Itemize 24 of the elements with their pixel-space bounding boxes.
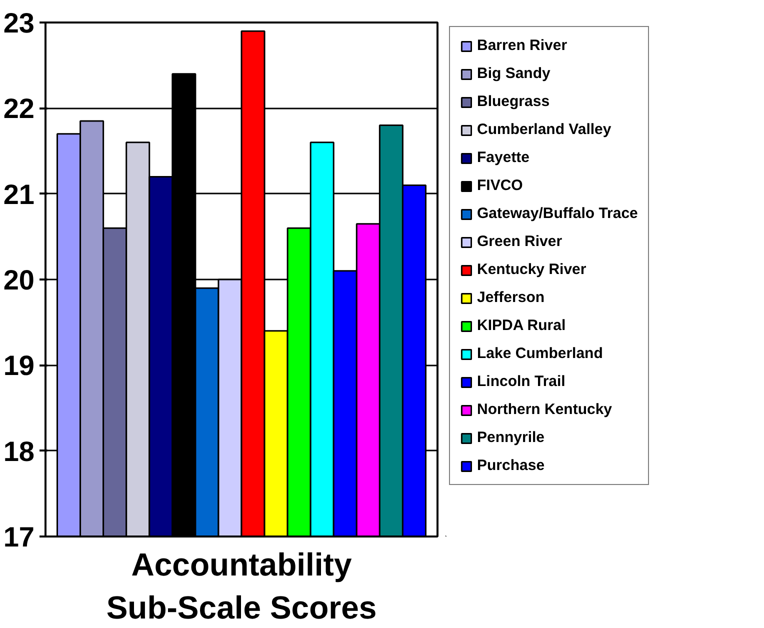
y-tick-label: 23 [3, 8, 35, 38]
legend-label: Gateway/Buffalo Trace [477, 205, 638, 222]
legend-label: Cumberland Valley [477, 121, 612, 138]
y-tick-label: 22 [3, 93, 35, 124]
legend-label: Lake Cumberland [477, 345, 603, 362]
y-tick-label: 17 [3, 522, 35, 552]
legend-label: Barren River [477, 37, 568, 54]
y-tick-label: 19 [3, 350, 35, 382]
legend-label: Pennyrile [477, 429, 545, 446]
legend-label: Purchase [477, 457, 545, 474]
legend-label: Fayette [477, 149, 530, 166]
legend-label: Big Sandy [477, 65, 550, 82]
legend-label: FIVCO [477, 177, 523, 194]
legend-label: Jefferson [477, 289, 545, 306]
legend-label: Lincoln Trail [477, 373, 566, 390]
legend-label: Kentucky River [477, 261, 586, 278]
x-axis-title: Accountability Sub-Scale Scores [106, 546, 377, 626]
y-tick-label: 18 [3, 436, 35, 467]
y-tick-label: 21 [3, 178, 35, 210]
legend-label: Northern Kentucky [477, 401, 612, 418]
legend-label: Bluegrass [477, 93, 550, 110]
legend-label: Green River [477, 233, 562, 250]
y-tick-label: 20 [3, 264, 35, 296]
legend-label: KIPDA Rural [477, 317, 566, 334]
